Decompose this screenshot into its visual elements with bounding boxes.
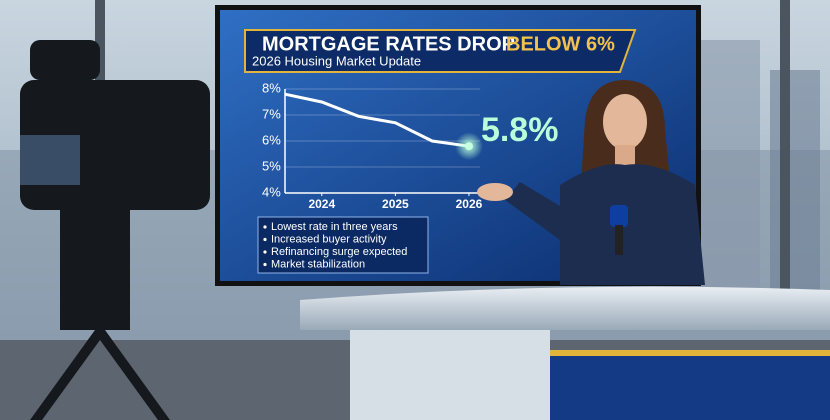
screen-title: MORTGAGE RATES DROP — [262, 33, 515, 55]
bullet-text: Refinancing surge expected — [271, 246, 407, 258]
x-tick-label: 2025 — [382, 197, 409, 211]
bullet-text: Lowest rate in three years — [271, 221, 398, 233]
x-tick-label: 2026 — [456, 197, 483, 211]
bullet-dot — [263, 262, 267, 267]
y-tick-label: 6% — [262, 132, 281, 147]
bullet-dot — [263, 237, 267, 242]
chart: 8% 7% 6% 5% 4% 2024 2025 2026 5.8% — [262, 80, 558, 211]
screen-title-highlight: BELOW 6% — [506, 33, 615, 55]
bullet-text: Market stabilization — [271, 258, 365, 270]
rate-line — [284, 92, 470, 148]
bullet-dot — [263, 225, 267, 229]
end-point — [464, 142, 473, 151]
desk — [300, 286, 830, 420]
value-callout: 5.8% — [481, 111, 559, 149]
y-tick-label: 4% — [262, 184, 281, 199]
screen-subtitle: 2026 Housing Market Update — [252, 53, 421, 68]
anchor — [477, 80, 705, 285]
bullet-text: Increased buyer activity — [271, 233, 387, 245]
y-tick-label: 5% — [262, 158, 281, 173]
y-tick-label: 7% — [262, 106, 281, 121]
y-tick-label: 8% — [262, 80, 281, 95]
x-tick-label: 2024 — [308, 197, 335, 211]
camera — [20, 40, 210, 420]
bullet-dot — [263, 250, 267, 254]
